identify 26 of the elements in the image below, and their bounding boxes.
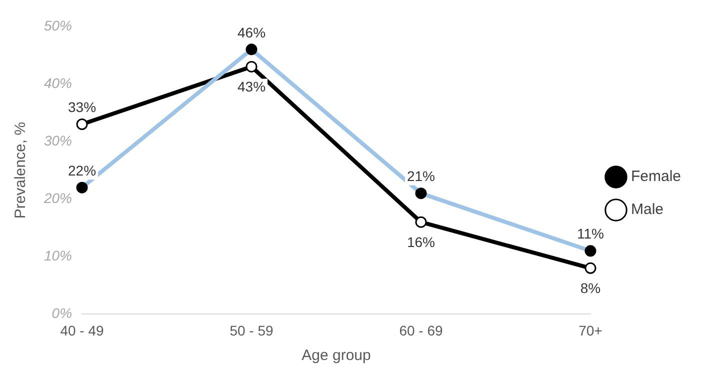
- data-label: 8%: [580, 280, 601, 296]
- data-label: 22%: [68, 162, 96, 178]
- data-label: 16%: [406, 234, 436, 250]
- point: [76, 118, 88, 130]
- data-label: 21%: [406, 168, 436, 184]
- data-label: 43%: [237, 78, 266, 95]
- y-tick-label: 0%: [52, 305, 72, 322]
- x-tick-label: 40 - 49: [60, 322, 104, 338]
- data-label: 33%: [68, 99, 96, 116]
- point: [584, 262, 596, 274]
- x-axis-title: Age group: [302, 347, 371, 364]
- y-axis-title: Prevalence, %: [12, 122, 30, 219]
- x-tick-label: 70+: [578, 322, 602, 338]
- legend-label: Male: [630, 201, 664, 218]
- y-tick-label: 30%: [44, 132, 72, 148]
- x-tick-label: 50 - 59: [230, 322, 274, 338]
- x-tick-label: 60 - 69: [399, 322, 443, 338]
- data-label: 46%: [237, 24, 266, 40]
- data-label: 11%: [576, 226, 604, 242]
- point: [415, 216, 427, 228]
- y-tick-label: 10%: [44, 248, 72, 264]
- legend-label: Female: [630, 168, 682, 186]
- point: [246, 60, 258, 72]
- y-tick-label: 20%: [42, 190, 72, 206]
- y-tick-label: 40%: [44, 74, 72, 91]
- y-tick-label: 50%: [44, 17, 72, 34]
